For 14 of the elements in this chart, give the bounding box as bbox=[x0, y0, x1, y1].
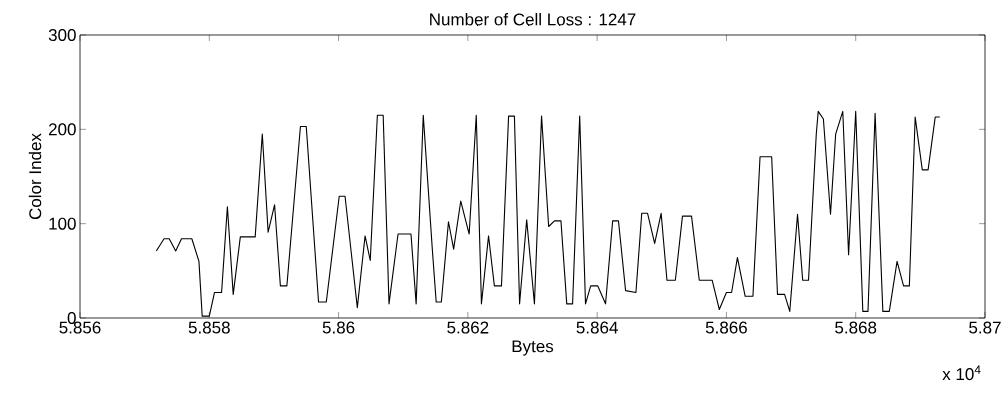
x-tick-label: 5.87 bbox=[969, 321, 1001, 334]
y-tick-label: 300 bbox=[48, 28, 76, 42]
x-tick-label: 5.868 bbox=[835, 321, 877, 334]
x-tick-label: 5.864 bbox=[576, 321, 618, 334]
x-tick-label: 5.866 bbox=[705, 321, 747, 334]
x-tick-label: 5.86 bbox=[322, 321, 355, 334]
y-axis-title: Color Index bbox=[28, 133, 42, 220]
x-tick-label: 5.862 bbox=[447, 321, 489, 334]
y-tick-label: 200 bbox=[48, 123, 76, 136]
chart-title: Number of Cell Loss : 1247 bbox=[430, 12, 636, 26]
text: x 10$^{4}$ bbox=[942, 365, 981, 381]
x-tick-label: 5.858 bbox=[188, 321, 230, 334]
y-tick-label: 100 bbox=[49, 217, 76, 230]
x-axis-title: Bytes bbox=[512, 340, 554, 356]
